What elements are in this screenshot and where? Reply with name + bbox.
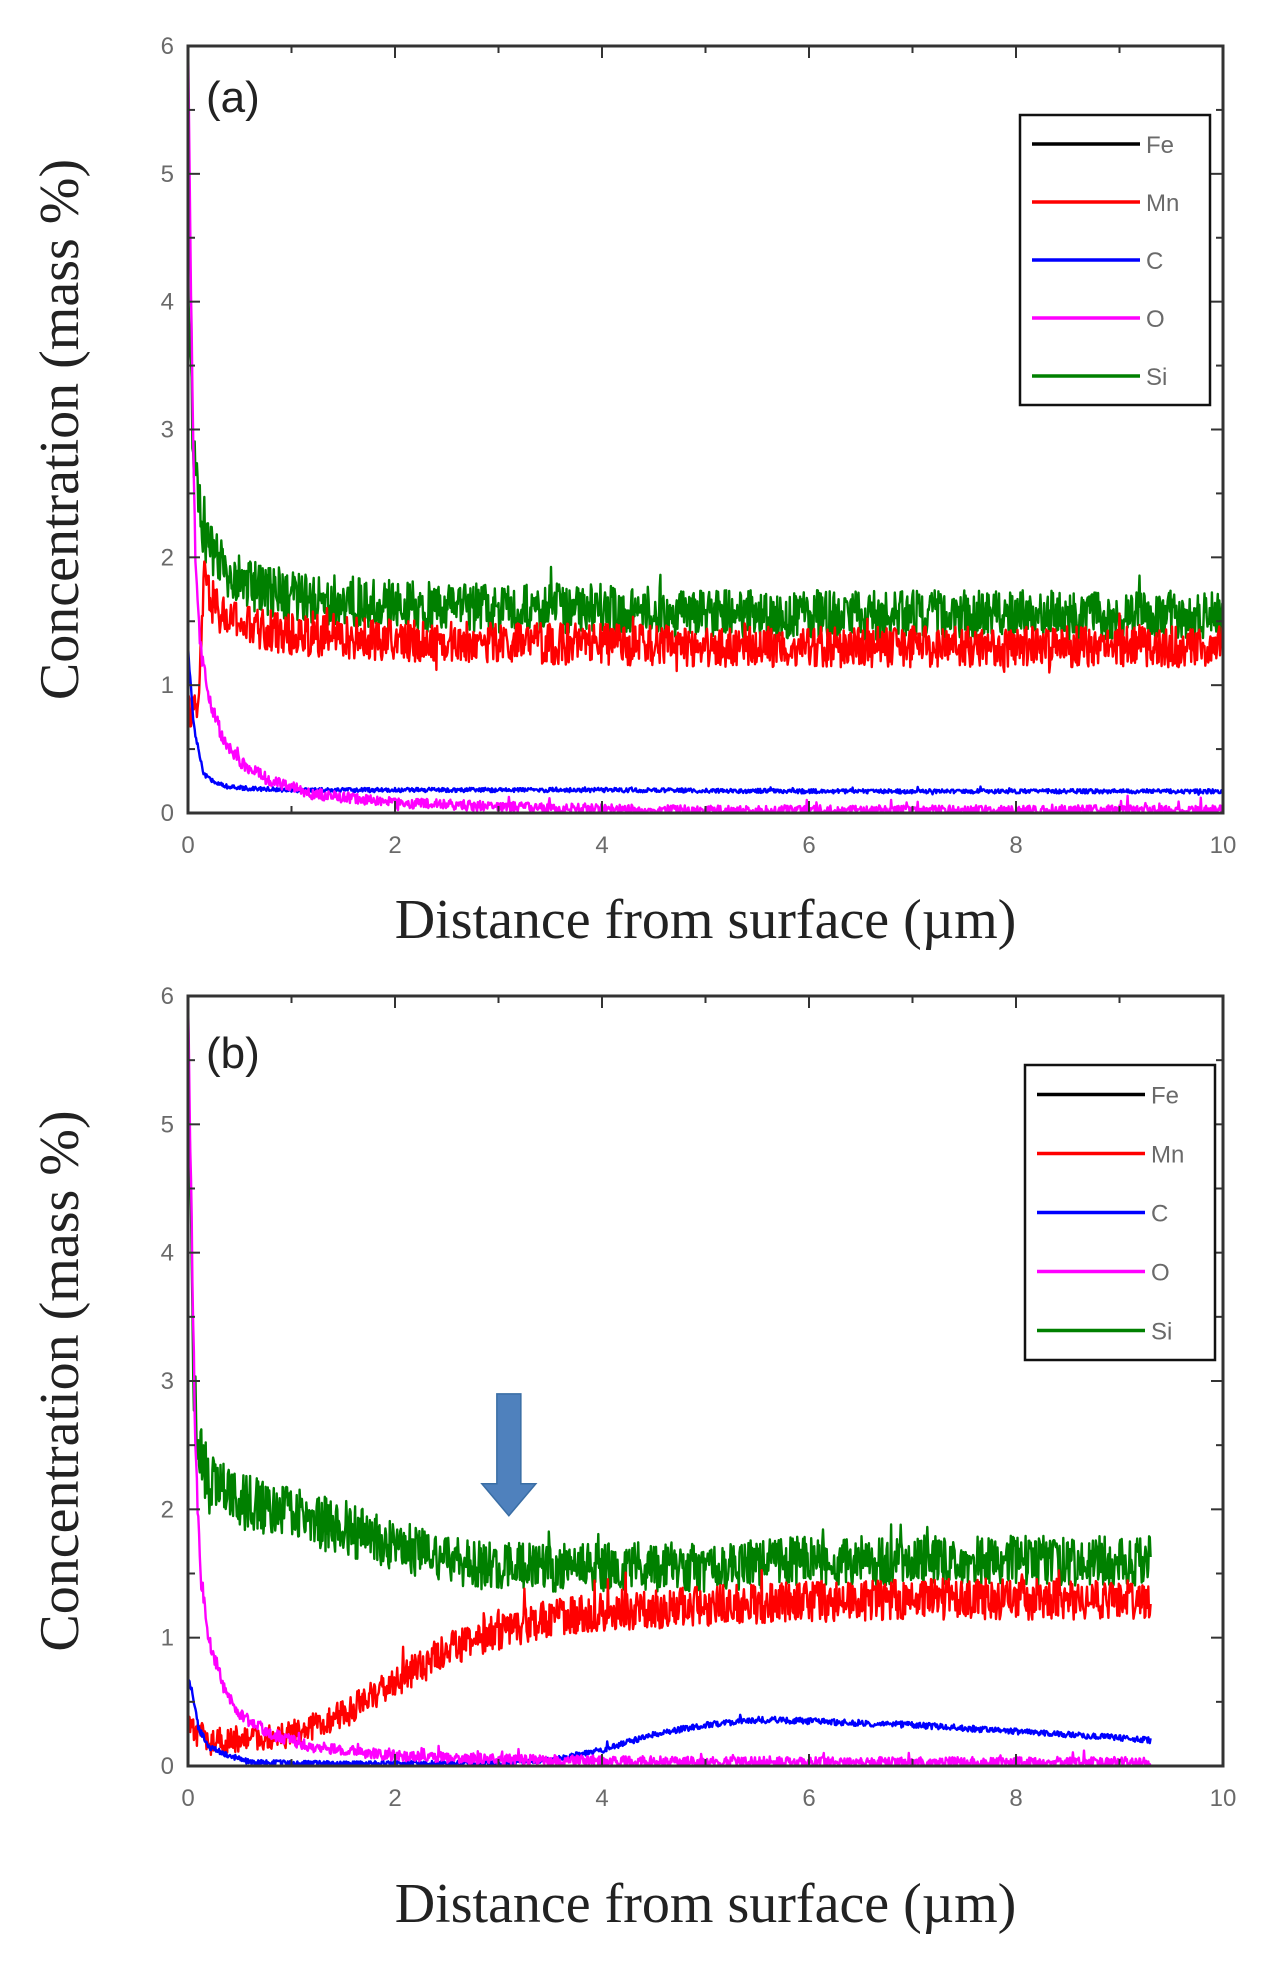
y-tick-label: 2 — [161, 1496, 174, 1523]
panel-label-a: (a) — [206, 73, 260, 122]
x-tick-label: 8 — [1009, 1785, 1022, 1812]
y-axis-label-b: Concentration (mass %) — [29, 1110, 91, 1651]
legend-label-fe: Fe — [1151, 1083, 1179, 1110]
plot-area-a: 0 2 4 6 8 10 0 1 2 3 4 5 6 — [161, 33, 1237, 859]
legend-label-si: Si — [1146, 364, 1167, 391]
y-tick-label: 2 — [161, 544, 174, 571]
y-tick-label: 0 — [161, 800, 174, 827]
x-tick-label: 6 — [802, 1785, 815, 1812]
legend-label-o: O — [1146, 306, 1165, 333]
y-axis-label-a: Concentration (mass %) — [29, 159, 91, 700]
down-arrow-icon — [480, 1393, 538, 1517]
series-line-si — [188, 1065, 1152, 1593]
y-tick-label: 4 — [161, 1240, 174, 1267]
series-line-c — [188, 1677, 1152, 1766]
x-tick-label: 4 — [595, 832, 608, 859]
x-tick-label: 8 — [1009, 832, 1022, 859]
panel-label-b: (b) — [206, 1029, 260, 1078]
series-line-mn — [188, 1568, 1152, 1757]
y-tick-label: 0 — [161, 1753, 174, 1780]
x-tick-label: 10 — [1210, 832, 1237, 859]
series-line-c — [188, 644, 1223, 796]
legend-label-mn: Mn — [1146, 190, 1179, 217]
legend-label-o: O — [1151, 1260, 1170, 1287]
x-axis-label-a: Distance from surface (µm) — [395, 889, 1017, 951]
series-line-o — [188, 1004, 1152, 1766]
legend-label-mn: Mn — [1151, 1142, 1184, 1169]
legend-b: Fe Mn C O Si — [1023, 1063, 1217, 1362]
series-line-si — [188, 249, 1223, 641]
y-tick-label: 1 — [161, 672, 174, 699]
series-line-mn — [188, 560, 1223, 728]
x-tick-label: 2 — [388, 1785, 401, 1812]
x-tick-label: 6 — [802, 832, 815, 859]
annotation-arrow — [480, 1393, 538, 1517]
y-tick-label: 3 — [161, 1368, 174, 1395]
chart-panel-a: 0 2 4 6 8 10 0 1 2 3 4 5 6 (a) Distance from surface… — [29, 33, 1236, 951]
x-tick-label: 4 — [595, 1785, 608, 1812]
legend-label-si: Si — [1151, 1319, 1172, 1346]
y-tick-label: 5 — [161, 1111, 174, 1138]
legend-a: Fe Mn C O Si — [1018, 113, 1212, 407]
plot-area-b: 0 2 4 6 8 10 0 1 2 3 4 5 6 — [161, 983, 1237, 1812]
legend-label-c: C — [1146, 248, 1163, 275]
x-tick-label: 10 — [1210, 1785, 1237, 1812]
y-tick-label: 1 — [161, 1625, 174, 1652]
x-tick-label: 0 — [181, 832, 194, 859]
chart-panel-b: 0 2 4 6 8 10 0 1 2 3 4 5 6 (b) Distance from surface… — [29, 983, 1236, 1935]
x-tick-label: 0 — [181, 1785, 194, 1812]
x-axis-label-b: Distance from surface (µm) — [395, 1873, 1017, 1935]
legend-label-c: C — [1151, 1201, 1168, 1228]
y-tick-label: 6 — [161, 983, 174, 1010]
x-tick-label: 2 — [388, 832, 401, 859]
y-tick-label: 4 — [161, 289, 174, 316]
legend-label-fe: Fe — [1146, 132, 1174, 159]
y-tick-label: 6 — [161, 33, 174, 60]
y-tick-label: 3 — [161, 417, 174, 444]
y-tick-label: 5 — [161, 161, 174, 188]
